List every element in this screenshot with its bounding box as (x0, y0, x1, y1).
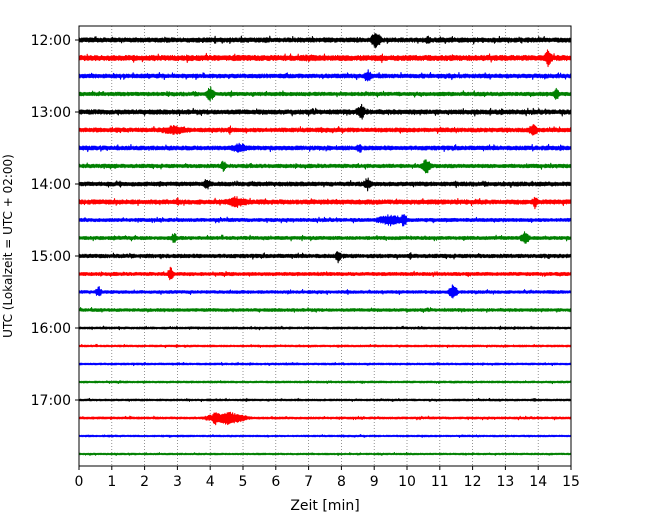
x-tick-label: 13 (496, 474, 514, 490)
x-axis: 0 1 2 3 4 5 6 7 8 9 10 11 12 13 14 15 (75, 466, 580, 490)
x-tick-label: 2 (140, 474, 149, 490)
y-tick-label: 13:00 (31, 105, 71, 121)
trace-1200 (78, 33, 572, 49)
x-tick-label: 5 (239, 474, 248, 490)
trace-1615 (78, 343, 572, 349)
y-tick-label: 16:00 (31, 321, 71, 337)
trace-1500 (78, 251, 572, 264)
y-tick-label: 15:00 (31, 249, 71, 265)
x-tick-label: 3 (173, 474, 182, 490)
x-tick-label: 7 (304, 474, 313, 490)
x-tick-label: 1 (107, 474, 116, 490)
x-tick-label: 12 (464, 474, 482, 490)
trace-1730 (78, 434, 572, 438)
trace-1715 (78, 411, 572, 426)
trace-1215 (78, 49, 572, 68)
grid-lines (111, 26, 539, 466)
x-tick-label: 14 (529, 474, 547, 490)
y-axis: 12:00 13:00 14:00 15:00 16:00 17:00 (31, 33, 79, 409)
trace-1315 (78, 123, 572, 136)
trace-1400 (78, 177, 572, 192)
trace-1545 (78, 306, 572, 313)
trace-1230 (78, 69, 572, 82)
trace-1600 (78, 325, 572, 331)
x-tick-label: 15 (562, 474, 580, 490)
trace-1645 (78, 379, 572, 385)
trace-1415 (78, 196, 572, 210)
x-tick-label: 4 (206, 474, 215, 490)
trace-1530 (78, 284, 572, 299)
x-tick-label: 9 (370, 474, 379, 490)
trace-series (78, 33, 572, 456)
plot-frame (78, 25, 572, 467)
trace-1745 (78, 452, 572, 456)
x-tick-label: 8 (337, 474, 346, 490)
trace-1300 (78, 103, 572, 120)
y-tick-label: 12:00 (31, 33, 71, 49)
x-tick-label: 10 (398, 474, 416, 490)
y-tick-label: 17:00 (31, 393, 71, 409)
trace-1700 (78, 397, 572, 403)
trace-1345 (78, 159, 572, 174)
trace-1630 (78, 361, 572, 367)
trace-1245 (78, 86, 572, 102)
x-tick-label: 6 (271, 474, 280, 490)
trace-1445 (78, 231, 572, 244)
trace-1430 (78, 214, 572, 227)
y-tick-label: 14:00 (31, 177, 71, 193)
trace-1515 (78, 266, 572, 281)
x-tick-label: 0 (75, 474, 84, 490)
y-axis-label: UTC (Lokalzeit = UTC + 02:00) (1, 154, 15, 338)
x-tick-label: 11 (431, 474, 449, 490)
x-axis-label: Zeit [min] (290, 498, 359, 514)
trace-1330 (78, 142, 572, 153)
